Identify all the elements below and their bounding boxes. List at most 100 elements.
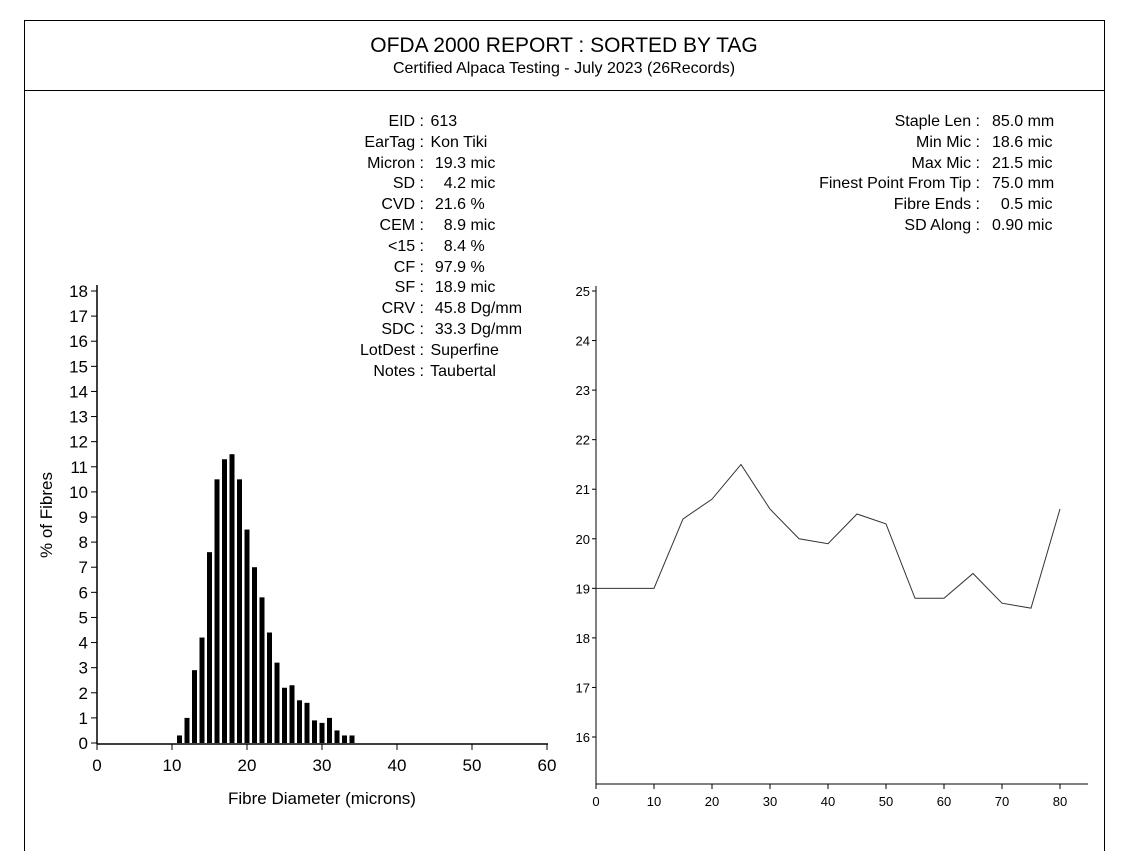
stat-value: 18.6 mic — [992, 133, 1053, 151]
stat-value: 8.9 mic — [426, 216, 496, 234]
stat-value: 97.9 % — [426, 258, 485, 276]
histogram-bar — [274, 662, 280, 743]
histogram-x-axis-label: Fibre Diameter (microns) — [228, 789, 416, 808]
stat-row: SDC : 33.3 Dg/mm — [300, 320, 522, 341]
histogram-y-tick-label: 6 — [79, 583, 88, 602]
histogram-x-tick-label: 60 — [538, 756, 557, 775]
stat-label: CF : — [393, 258, 424, 276]
histogram-bar — [342, 735, 347, 743]
stat-label: SF : — [394, 279, 424, 297]
stat-label: SDC : — [381, 320, 424, 338]
histogram-x-tick-label: 0 — [92, 756, 101, 775]
stat-row: <15 : 8.4 % — [300, 237, 522, 258]
stat-label: Staple Len : — [894, 113, 980, 130]
stat-row: EID : 613 — [300, 112, 522, 133]
line-chart-y-tick-label: 23 — [576, 383, 590, 398]
stat-value: 21.6 % — [426, 196, 485, 214]
stat-label: Fibre Ends : — [893, 196, 980, 214]
stat-label: Micron : — [367, 154, 424, 172]
histogram-y-tick-label: 15 — [69, 357, 88, 376]
stat-label: Finest Point From Tip : — [819, 175, 980, 193]
stat-row: LotDest : Superfine — [300, 341, 522, 362]
stat-value: 0.5 mic — [992, 196, 1053, 214]
stat-label: EarTag : — [364, 133, 424, 151]
line-chart-x-tick-label: 30 — [763, 794, 777, 809]
histogram-bar — [229, 454, 235, 743]
histogram-bar — [267, 632, 272, 743]
histogram-bar — [207, 552, 212, 743]
histogram-y-tick-label: 4 — [79, 634, 88, 653]
histogram-y-tick-label: 7 — [79, 558, 88, 577]
histogram-bar — [334, 730, 340, 743]
histogram-y-tick-label: 13 — [69, 408, 88, 427]
line-chart-x-tick-label: 20 — [705, 794, 719, 809]
stat-row: Fibre Ends : 0.5 mic — [760, 195, 1054, 216]
report-title: OFDA 2000 REPORT : SORTED BY TAG — [370, 34, 758, 57]
histogram-bar — [214, 479, 220, 743]
histogram-y-tick-label: 11 — [70, 458, 88, 477]
histogram-x-tick-label: 50 — [463, 756, 482, 775]
fibre-stats-left: EID : 613 EarTag : Kon Tiki Micron : 19.3 … — [300, 112, 522, 382]
stat-label: <15 : — [387, 237, 424, 255]
histogram-bar — [282, 687, 287, 743]
stat-value: 613 — [426, 113, 458, 130]
histogram-bar — [289, 685, 295, 743]
report-frame — [24, 20, 1105, 851]
histogram-y-tick-label: 17 — [69, 307, 88, 326]
stat-row: CF : 97.9 % — [300, 258, 522, 279]
fibre-stats-right: Staple Len : 85.0 mm Min Mic : 18.6 mic Max … — [760, 112, 1054, 237]
stat-value: 4.2 mic — [426, 175, 496, 193]
stat-label: CVD : — [381, 196, 424, 214]
stat-value: 18.9 mic — [426, 279, 496, 297]
histogram-y-tick-label: 10 — [69, 483, 88, 502]
line-chart-y-tick-label: 19 — [576, 581, 590, 596]
stat-row: CEM : 8.9 mic — [300, 216, 522, 237]
histogram-y-tick-label: 16 — [69, 332, 88, 351]
histogram-bar — [177, 735, 182, 743]
stat-row: Finest Point From Tip : 75.0 mm — [760, 174, 1054, 195]
stat-row: Max Mic : 21.5 mic — [760, 154, 1054, 175]
stat-label: SD : — [392, 175, 424, 193]
line-chart-x-tick-label: 60 — [937, 794, 951, 809]
histogram-x-tick-label: 30 — [313, 756, 332, 775]
line-chart-y-tick-label: 20 — [576, 532, 590, 547]
stat-row: EarTag : Kon Tiki — [300, 133, 522, 154]
stat-row: SF : 18.9 mic — [300, 278, 522, 299]
line-chart-x-tick-label: 70 — [995, 794, 1009, 809]
histogram-y-tick-label: 9 — [79, 508, 88, 527]
line-chart-x-tick-label: 40 — [821, 794, 835, 809]
stat-label: CEM : — [379, 216, 424, 234]
histogram-bar — [327, 717, 332, 743]
histogram-bar — [319, 722, 325, 743]
histogram-y-tick-label: 12 — [69, 433, 88, 452]
stat-row: Micron : 19.3 mic — [300, 154, 522, 175]
stat-row: SD : 4.2 mic — [300, 174, 522, 195]
stat-label: Min Mic : — [916, 133, 980, 151]
stat-value: 33.3 Dg/mm — [426, 320, 523, 338]
line-chart-y-tick-label: 22 — [576, 433, 590, 448]
report-header: OFDA 2000 REPORT : SORTED BY TAG Certifi… — [24, 20, 1104, 91]
stat-value: Kon Tiki — [426, 133, 488, 151]
line-chart-x-tick-label: 50 — [879, 794, 893, 809]
histogram-x-tick-label: 40 — [388, 756, 407, 775]
stat-value: 0.90 mic — [992, 216, 1053, 234]
histogram-bar — [259, 597, 265, 743]
histogram-bar — [244, 529, 250, 743]
stat-row: Min Mic : 18.6 mic — [760, 133, 1054, 154]
stat-row: SD Along : 0.90 mic — [760, 216, 1054, 237]
histogram-y-axis-label: % of Fibres — [37, 472, 56, 558]
histogram-bar — [312, 720, 317, 743]
report-subtitle: Certified Alpaca Testing - July 2023 (26… — [392, 60, 736, 77]
histogram-bar — [349, 735, 355, 743]
stat-row: Notes : Taubertal — [300, 362, 522, 383]
histogram-bar — [252, 567, 257, 743]
stat-value: 85.0 mm — [992, 113, 1055, 130]
stat-row: CRV : 45.8 Dg/mm — [300, 299, 522, 320]
histogram-y-tick-label: 1 — [79, 709, 88, 728]
histogram-y-tick-label: 14 — [69, 382, 88, 401]
line-chart-y-tick-label: 21 — [576, 482, 590, 497]
stat-value: Taubertal — [426, 362, 496, 380]
histogram-bar — [297, 700, 302, 743]
stat-value: 21.5 mic — [992, 154, 1053, 172]
